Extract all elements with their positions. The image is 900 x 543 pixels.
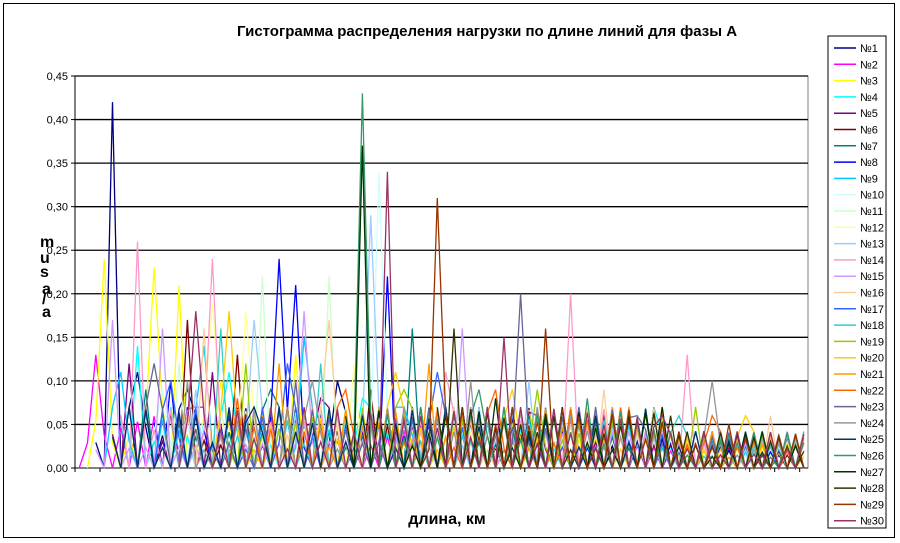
legend-box: [827, 35, 887, 529]
legend-label: №22: [860, 385, 884, 397]
legend-label: №8: [860, 157, 878, 169]
legend-label: №20: [860, 353, 884, 365]
legend-label: №3: [860, 76, 878, 88]
legend-label: №13: [860, 239, 884, 251]
y-tick-label: 0,30: [47, 202, 68, 214]
legend-label: №1: [860, 43, 878, 55]
series-line-29: [420, 197, 805, 471]
y-label-fragment: /: [42, 291, 47, 308]
legend-label: №7: [860, 141, 878, 153]
legend-label: №25: [860, 434, 884, 446]
y-label-fragment: m: [40, 234, 54, 251]
y-tick-label: 0,45: [47, 71, 68, 83]
y-axis-ticks: 0,00 0,05 0,10 0,15 0,20 0,25 0,30 0,35 0,40 0,45: [47, 71, 808, 475]
legend-label: №26: [860, 451, 884, 463]
legend-label: №4: [860, 92, 878, 104]
legend-label: №21: [860, 369, 884, 381]
chart-title: Гистограмма распределения нагрузки по дл…: [237, 23, 737, 40]
chart-canvas: Гистограмма распределения нагрузки по дл…: [40, 23, 887, 529]
chart-frame: Гистограмма распределения нагрузки по дл…: [3, 3, 895, 538]
legend-label: №6: [860, 125, 878, 137]
legend-label: №19: [860, 336, 884, 348]
y-tick-label: 0,10: [47, 376, 68, 388]
legend: №1 №2 №3 №4 №5 №6 №7 №8 №9 №10 №11 №12 №13 №14 №15 №16 №…: [834, 43, 884, 528]
series-line-30: [178, 171, 805, 471]
legend-label: №29: [860, 499, 884, 511]
y-tick-label: 0,20: [47, 289, 68, 301]
y-tick-label: 0,25: [47, 245, 68, 257]
legend-label: №10: [860, 190, 884, 202]
y-label-fragment: s: [40, 264, 49, 281]
legend-label: №27: [860, 467, 884, 479]
legend-label: №23: [860, 402, 884, 414]
x-axis-ticks: [74, 468, 801, 472]
legend-label: №24: [860, 418, 884, 430]
y-label-fragment: a: [42, 304, 51, 321]
legend-label: №12: [860, 222, 884, 234]
y-label-fragment: u: [40, 250, 50, 267]
legend-label: №9: [860, 173, 878, 185]
legend-label: №18: [860, 320, 884, 332]
y-tick-label: 0,00: [47, 463, 68, 475]
x-axis-label: длина, км: [408, 511, 485, 528]
y-tick-label: 0,40: [47, 115, 68, 127]
legend-label: №11: [860, 206, 883, 218]
legend-label: №28: [860, 483, 884, 495]
legend-label: №2: [860, 59, 878, 71]
legend-label: №17: [860, 304, 884, 316]
y-tick-label: 0,35: [47, 158, 68, 170]
series-group: [78, 93, 805, 471]
legend-label: №16: [860, 288, 884, 300]
legend-label: №30: [860, 516, 884, 528]
y-label-fragment: a: [42, 281, 51, 298]
legend-label: №15: [860, 271, 884, 283]
legend-label: №14: [860, 255, 884, 267]
y-tick-label: 0,05: [47, 419, 68, 431]
y-tick-label: 0,15: [47, 332, 68, 344]
legend-label: №5: [860, 108, 878, 120]
